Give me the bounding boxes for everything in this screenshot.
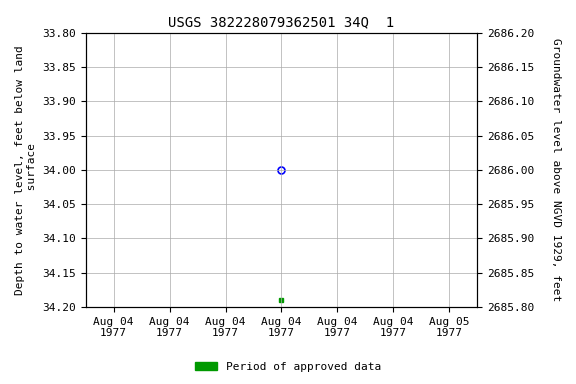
Y-axis label: Depth to water level, feet below land
 surface: Depth to water level, feet below land su…	[15, 45, 37, 295]
Y-axis label: Groundwater level above NGVD 1929, feet: Groundwater level above NGVD 1929, feet	[551, 38, 561, 301]
Legend: Period of approved data: Period of approved data	[191, 358, 385, 377]
Title: USGS 382228079362501 34Q  1: USGS 382228079362501 34Q 1	[168, 15, 395, 29]
